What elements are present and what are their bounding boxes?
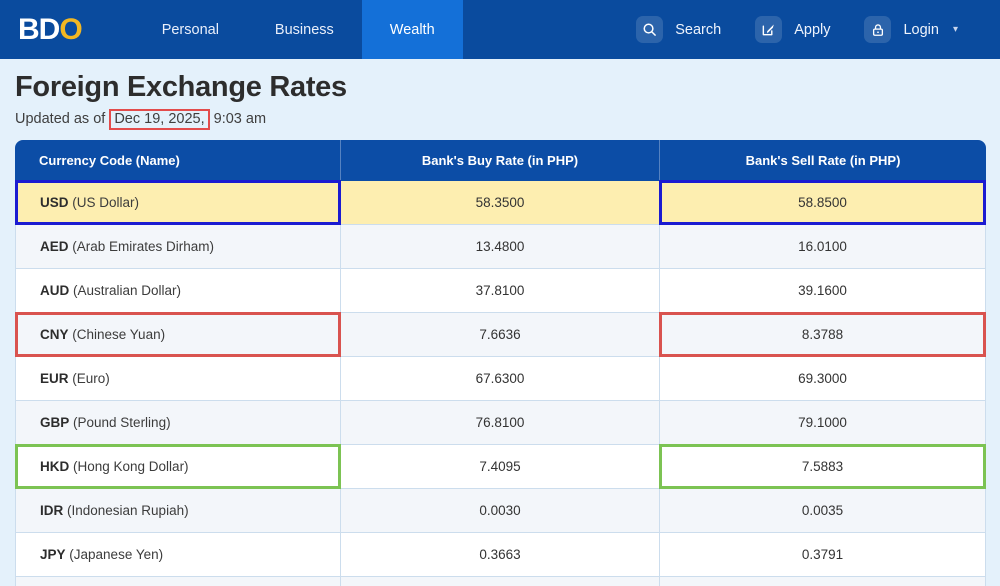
nav-link-personal[interactable]: Personal [161,21,219,38]
main-content: Foreign Exchange Rates Updated as of Dec… [0,71,1000,586]
table-row: JPY (Japanese Yen) 0.3663 0.3791 [15,533,986,577]
header-currency-code: Currency Code (Name) [15,140,341,181]
logo-text-bd: BD [18,12,60,46]
currency-cell: CNY (Chinese Yuan) [15,312,341,357]
logo-text-o: O [59,12,82,46]
header-buy-rate: Bank's Buy Rate (in PHP) [341,140,660,181]
page-title: Foreign Exchange Rates [15,71,347,103]
currency-name: (Australian Dollar) [69,283,182,298]
lock-icon [864,16,892,43]
currency-cell: EUR (Euro) [15,357,341,401]
currency-code: HKD [40,459,70,474]
table-row: HKD (Hong Kong Dollar) 7.4095 7.5883 [15,444,986,489]
currency-name: (Pound Sterling) [69,415,171,430]
apply-button[interactable]: Apply [743,16,842,43]
buy-rate-cell: 67.6300 [341,357,660,401]
login-button[interactable]: Login ▾ [852,16,970,43]
table-row: EUR (Euro) 67.6300 69.3000 [15,357,986,401]
table-row: CNY (Chinese Yuan) 7.6636 8.3788 [15,312,986,357]
currency-code: CNY [40,327,69,342]
table-row: AUD (Australian Dollar) 37.8100 39.1600 [15,269,986,313]
table-row: USD (US Dollar) 58.3500 58.8500 [15,180,986,225]
sell-rate-cell: 16.0100 [660,225,986,269]
currency-code: IDR [40,503,64,518]
login-label: Login [903,21,939,38]
currency-code: AUD [40,283,70,298]
partial-cell [15,577,341,586]
green-annotation-box [659,444,986,489]
nav-link-business[interactable]: Business [274,21,334,38]
buy-rate-cell: 76.8100 [341,401,660,445]
buy-rate-cell: 0.0030 [341,489,660,533]
table-row: AED (Arab Emirates Dirham) 13.4800 16.0100 [15,225,986,269]
currency-name: (Chinese Yuan) [68,327,166,342]
top-navbar: BD O Personal Business Wealth Search Appl… [0,0,1000,59]
fx-rates-table: Currency Code (Name) Bank's Buy Rate (in… [15,140,986,586]
sell-rate-cell: 69.3000 [660,357,986,401]
currency-name: (Japanese Yen) [65,547,164,562]
currency-cell: USD (US Dollar) [15,180,341,225]
currency-code: EUR [40,371,69,386]
apply-icon [755,16,783,43]
buy-rate-cell: 58.3500 [341,181,660,225]
currency-name: (US Dollar) [68,195,140,210]
currency-cell: HKD (Hong Kong Dollar) [15,444,341,489]
sell-rate-cell: 0.3791 [660,533,986,577]
currency-name: (Hong Kong Dollar) [69,459,189,474]
chevron-down-icon: ▾ [952,24,958,35]
currency-code: USD [40,195,69,210]
red-annotation-box [659,312,986,357]
header-sell-rate: Bank's Sell Rate (in PHP) [660,140,986,181]
search-button[interactable]: Search [624,16,733,43]
buy-rate-cell: 7.6636 [341,313,660,357]
currency-name: (Arab Emirates Dirham) [68,239,215,254]
updated-date-annotation: Dec 19, 2025, [109,109,210,130]
updated-prefix: Updated as of [15,111,110,127]
table-row: GBP (Pound Sterling) 76.8100 79.1000 [15,401,986,445]
currency-code: AED [40,239,69,254]
sell-rate-cell: 79.1000 [660,401,986,445]
currency-name: (Indonesian Rupiah) [63,503,189,518]
currency-cell: AED (Arab Emirates Dirham) [15,225,341,269]
buy-rate-cell: 37.8100 [341,269,660,313]
currency-code: GBP [40,415,70,430]
buy-rate-cell: 0.3663 [341,533,660,577]
table-row-partial [15,577,986,586]
sell-rate-cell: 8.3788 [659,312,986,357]
sell-rate-cell: 7.5883 [659,444,986,489]
currency-cell: GBP (Pound Sterling) [15,401,341,445]
nav-link-wealth[interactable]: Wealth [361,0,463,59]
buy-rate-cell: 13.4800 [341,225,660,269]
sell-rate-cell: 0.0035 [660,489,986,533]
primary-nav: Personal Business Wealth [134,0,463,59]
currency-name: (Euro) [68,371,110,386]
apply-label: Apply [794,21,831,38]
currency-cell: IDR (Indonesian Rupiah) [15,489,341,533]
search-icon [636,16,664,43]
currency-cell: AUD (Australian Dollar) [15,269,341,313]
partial-cell [341,577,660,586]
updated-time: 9:03 am [209,111,267,127]
sell-rate-cell: 39.1600 [660,269,986,313]
sell-rate-cell: 58.8500 [659,180,986,225]
bdo-logo[interactable]: BD O [18,0,83,59]
currency-code: JPY [40,547,66,562]
search-label: Search [675,21,722,38]
table-row: IDR (Indonesian Rupiah) 0.0030 0.0035 [15,489,986,533]
buy-rate-cell: 7.4095 [341,445,660,489]
currency-cell: JPY (Japanese Yen) [15,533,341,577]
updated-timestamp: Updated as of Dec 19, 2025, 9:03 am [15,109,985,130]
nav-actions: Search Apply Login ▾ [624,0,970,59]
fx-table-body: USD (US Dollar) 58.3500 58.8500 AED (Arab E… [15,180,986,586]
partial-cell [660,577,986,586]
blue-annotation-box [659,180,986,225]
table-header-row: Currency Code (Name) Bank's Buy Rate (in… [15,140,986,181]
